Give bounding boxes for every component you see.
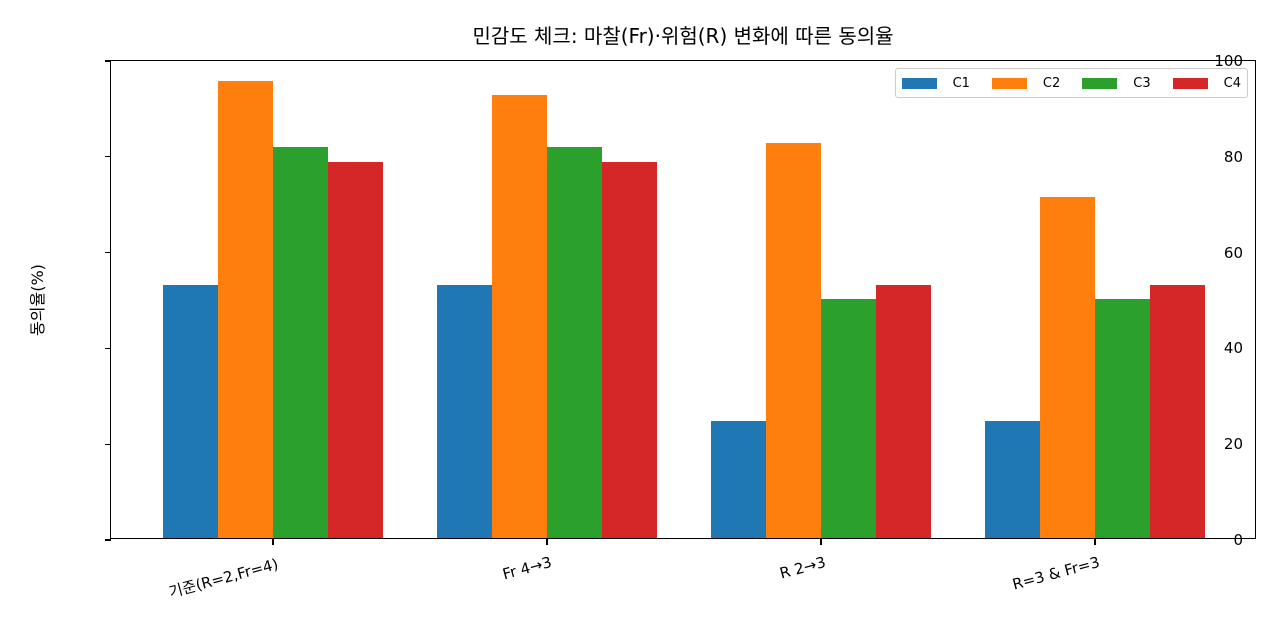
plot-area: 0 20 40 60 80 100 기준(R=2,Fr=4) Fr 4→3 R 2→3 R=3 &…: [105, 52, 1256, 601]
bar-c2: [1040, 197, 1095, 538]
y-tick-label: 80: [1223, 147, 1243, 166]
y-axis-label: 동의율(%): [28, 264, 47, 336]
x-tick: [820, 539, 822, 545]
x-tick-label: R 2→3: [777, 553, 828, 583]
bar-c3: [547, 147, 602, 538]
bar-c3: [1095, 298, 1150, 538]
y-tick-label: 0: [1233, 531, 1243, 549]
bar-c1: [711, 420, 767, 538]
legend-label: C2: [1042, 75, 1061, 91]
legend-label: C3: [1133, 75, 1151, 91]
chart-title: 민감도 체크: 마찰(Fr)·위험(R) 변화에 따른 동의율: [472, 24, 894, 48]
legend-swatch-icon: [901, 77, 937, 89]
legend-item-c2: C2: [991, 75, 1061, 91]
bar-c4: [327, 161, 383, 538]
y-tick: [105, 539, 111, 541]
x-tick-label: R=3 & Fr=3: [1010, 553, 1102, 594]
bar-c2: [766, 142, 821, 538]
x-tick-label: 기준(R=2,Fr=4): [166, 554, 281, 602]
legend-item-c1: C1: [901, 75, 970, 91]
bar-c2: [492, 94, 547, 538]
y-tick-label: 20: [1223, 435, 1243, 454]
bar-c1: [163, 284, 219, 538]
legend-label: C1: [952, 75, 970, 91]
y-tick-label: 40: [1223, 339, 1243, 358]
x-tick-label: Fr 4→3: [500, 553, 554, 584]
y-tick: [105, 443, 111, 445]
y-tick: [105, 252, 111, 254]
legend-item-c3: C3: [1082, 75, 1151, 91]
y-tick: [105, 60, 111, 62]
legend-swatch-icon: [1172, 77, 1208, 89]
x-tick: [272, 539, 274, 545]
legend: C1 C2 C3 C4: [894, 68, 1248, 98]
y-tick-label: 100: [1214, 52, 1243, 70]
x-tick: [546, 539, 548, 545]
bar-c1: [437, 284, 493, 538]
y-tick: [105, 156, 111, 158]
legend-item-c4: C4: [1172, 75, 1241, 91]
x-tick: [1094, 539, 1096, 545]
bar-c3: [821, 298, 876, 538]
bar-c3: [273, 147, 328, 538]
bar-c4: [875, 284, 931, 538]
legend-label: C4: [1223, 75, 1241, 91]
y-tick: [105, 347, 111, 349]
bar-c1: [985, 420, 1041, 538]
legend-swatch-icon: [1082, 77, 1118, 89]
bar-c4: [1149, 284, 1205, 538]
y-tick-label: 60: [1223, 243, 1243, 262]
bar-c2: [218, 80, 273, 538]
legend-swatch-icon: [991, 77, 1027, 89]
bar-c4: [601, 161, 657, 538]
